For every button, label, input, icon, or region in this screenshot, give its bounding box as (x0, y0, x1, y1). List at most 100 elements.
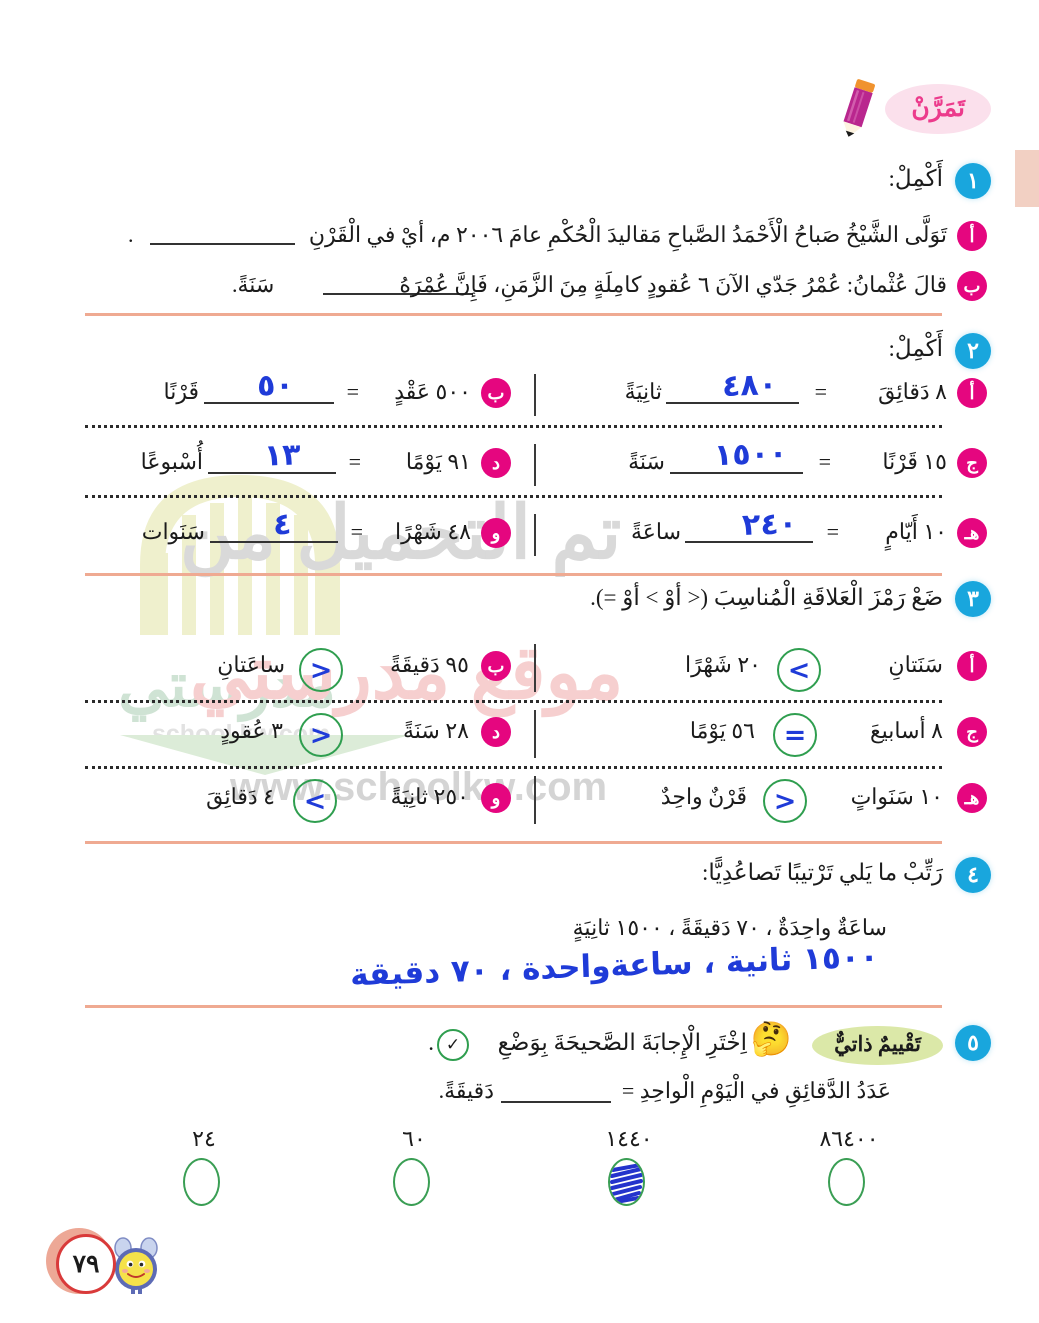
question-5-statement: عَدَدُ الدَّقائِقِ في الْيَوْمِ الْواحِد… (621, 1078, 891, 1103)
practice-header: تَمَرَّنْ (831, 78, 991, 140)
page-edge-tab (1015, 150, 1039, 207)
row-divider (85, 766, 942, 769)
item-3a-left: ٢٠ شَهْرًا (685, 652, 761, 677)
item-1a-tail: . (128, 222, 134, 247)
answer-blank-2a[interactable] (666, 402, 799, 404)
row-divider (85, 425, 942, 428)
item-1b-tail: سَنَةً. (232, 272, 275, 297)
option-circle-4[interactable] (828, 1158, 865, 1206)
question-5-statement-tail: دَقيقَةً. (438, 1078, 494, 1103)
option-label-2: ٦٠ (402, 1126, 426, 1151)
section-divider-3 (85, 841, 942, 844)
item-letter-3a: أ (957, 651, 987, 681)
answer-blank-2c[interactable] (670, 472, 803, 474)
question-2-prompt: أَكْمِلْ: (888, 336, 943, 361)
option-circle-1[interactable] (183, 1158, 220, 1206)
answer-blank-1a[interactable] (150, 243, 295, 245)
item-2a-unit: ثانِيَةً (624, 379, 662, 404)
item-letter-3e: هـ (957, 783, 987, 813)
option-circle-3-selected[interactable] (608, 1158, 645, 1206)
item-2f-equals: = (350, 519, 363, 544)
item-letter-2c: ج (957, 448, 987, 478)
page-number: ٧٩ (56, 1234, 116, 1294)
answer-blank-1b[interactable] (323, 293, 473, 295)
question-1-prompt: أَكْمِلْ: (888, 166, 943, 191)
handwritten-answer-2c: ١٥٠٠ (713, 435, 788, 474)
item-3b-right: ٩٥ دَقيقَةً (389, 652, 469, 677)
row-divider (85, 495, 942, 498)
item-2e-equals: = (826, 519, 839, 544)
item-2b-unit: قَرْنًا (163, 379, 199, 404)
question-4-prompt: رَتِّبْ ما يَلي تَرْتيبًا تَصاعُدِيًّا: (702, 860, 943, 885)
item-1a-text: تَوَلَّى الشَّيْخُ صَباحُ الْأَحْمَدُ ال… (308, 222, 947, 247)
question-5-prompt-tail: . (428, 1030, 434, 1055)
column-separator (534, 374, 536, 416)
handwritten-answer-2f: ٤ (272, 506, 292, 543)
answer-blank-2d[interactable] (208, 472, 336, 474)
item-letter-2b: ب (481, 378, 511, 408)
item-2c-unit: سَنَةً (628, 449, 665, 474)
item-letter-1b: ب (957, 271, 987, 301)
item-2d-unit: أُسْبوعًا (140, 449, 203, 474)
comparison-symbol-3b[interactable]: > (299, 648, 343, 692)
item-2b-equals: = (346, 379, 359, 404)
comparison-symbol-3e[interactable]: > (763, 779, 807, 823)
item-3d-left: ٣ عُقودٍ (220, 718, 283, 743)
answer-blank-5[interactable] (501, 1101, 611, 1103)
column-separator (534, 644, 536, 692)
handwritten-answer-2d: ١٣ (263, 437, 302, 474)
selected-scribble-icon (610, 1163, 643, 1204)
thinking-face-icon: 🤔 (750, 1022, 792, 1058)
item-2f-lhs: ٤٨ شَهْرًا (395, 519, 471, 544)
item-letter-3c: ج (957, 717, 987, 747)
item-3f-left: ٤ دَقائِقَ (206, 784, 275, 809)
question-number-5: ٥ (955, 1025, 991, 1061)
item-1b-text: قالَ عُثْمانُ: عُمْرُ جَدّي الآنَ ٦ عُقو… (399, 272, 947, 297)
section-divider-4 (85, 1005, 942, 1008)
row-divider (85, 700, 942, 703)
item-3c-left: ٥٦ يَوْمًا (689, 718, 755, 743)
handwritten-answer-2a: ٤٨٠ (721, 367, 778, 404)
item-2b-lhs: ٥٠٠ عَقْدٍ (394, 379, 471, 404)
comparison-symbol-3f[interactable]: < (293, 779, 337, 823)
column-separator (534, 710, 536, 758)
item-2d-lhs: ٩١ يَوْمًا (405, 449, 471, 474)
answer-blank-2b[interactable] (204, 402, 334, 404)
alarm-clock-icon (114, 1237, 158, 1294)
handwritten-answer-2b: ٥٠ (256, 367, 295, 404)
item-3c-right: ٨ أسابيعَ (869, 718, 943, 743)
option-circle-2[interactable] (393, 1158, 430, 1206)
comparison-symbol-3d[interactable]: > (299, 713, 343, 757)
handwritten-answer-2e: ٢٤٠ (741, 506, 798, 543)
item-3d-right: ٢٨ سَنَةً (402, 718, 469, 743)
option-label-1: ٢٤ (192, 1126, 216, 1151)
question-3-prompt: ضَعْ رَمْزَ الْعَلاقَةِ الْمُناسِبَ (< أ… (590, 585, 943, 610)
comparison-symbol-3c[interactable]: = (773, 713, 817, 757)
section-divider-1 (85, 313, 942, 316)
answer-blank-2e[interactable] (685, 541, 813, 543)
practice-badge: تَمَرَّنْ (885, 84, 991, 134)
option-label-3: ١٤٤٠ (605, 1126, 653, 1151)
question-number-4: ٤ (955, 857, 991, 893)
handwritten-answer-4: ١٥٠٠ ثانية ، ساعةواحدة ، ٧٠ دقيقة (349, 938, 880, 994)
column-separator (534, 776, 536, 824)
self-assessment-badge: تَقْييمٌ ذاتيٌّ (812, 1026, 943, 1065)
option-label-4: ٨٦٤٠٠ (819, 1126, 879, 1151)
check-mark-icon: ✓ (437, 1029, 469, 1061)
column-separator (534, 514, 536, 556)
comparison-symbol-3a[interactable]: < (777, 648, 821, 692)
item-letter-2f: و (481, 518, 511, 548)
question-number-3: ٣ (955, 581, 991, 617)
item-3a-right: سَنَتانِ (888, 652, 943, 677)
item-3e-right: ١٠ سَنَواتٍ (850, 784, 943, 809)
item-letter-2e: هـ (957, 518, 987, 548)
item-2c-lhs: ١٥ قَرْنًا (882, 449, 947, 474)
question-5-prompt: اِخْتَرِ الْإِجابَةَ الصَّحيحَةَ بِوَضْع… (497, 1030, 747, 1055)
item-letter-3f: و (481, 783, 511, 813)
item-letter-3d: د (481, 717, 511, 747)
item-3f-right: ٢٥٠ ثانِيَةً (390, 784, 469, 809)
item-letter-1a: أ (957, 221, 987, 251)
item-letter-2d: د (481, 448, 511, 478)
question-4-given-values: ساعَةٌ واحِدَةٌ ، ٧٠ دَقيقَةً ، ١٥٠٠ ثان… (572, 915, 887, 940)
